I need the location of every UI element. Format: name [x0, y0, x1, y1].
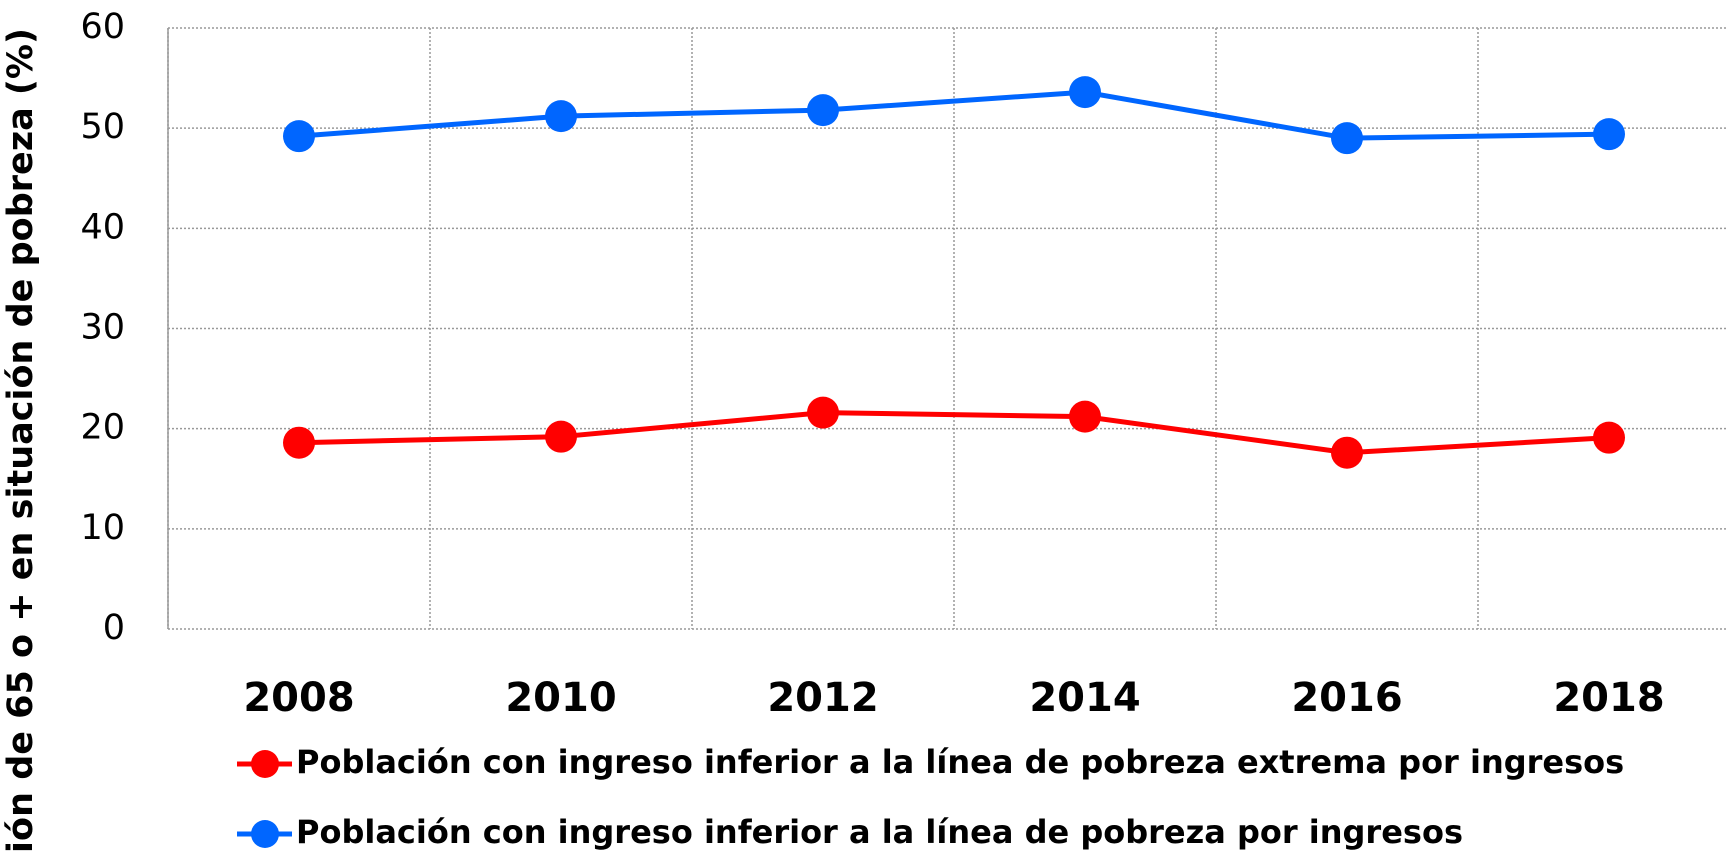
- data-point: [1331, 436, 1363, 469]
- data-point: [1069, 400, 1101, 433]
- x-tick-label: 2012: [767, 675, 878, 721]
- legend-label: Población con ingreso inferior a la líne…: [296, 813, 1463, 851]
- data-point: [1331, 122, 1363, 155]
- y-tick-label: 10: [80, 508, 125, 548]
- legend-label: Población con ingreso inferior a la líne…: [296, 743, 1624, 781]
- x-tick-label: 2008: [243, 675, 354, 721]
- x-tick-label: 2018: [1553, 675, 1664, 721]
- y-tick-label: 60: [80, 7, 125, 47]
- x-tick-label: 2010: [505, 675, 616, 721]
- data-point: [283, 426, 315, 459]
- x-tick-label: 2014: [1029, 675, 1140, 721]
- x-tick-label: 2016: [1291, 675, 1402, 721]
- data-point: [283, 120, 315, 153]
- data-point: [807, 396, 839, 429]
- data-point: [545, 420, 577, 453]
- y-tick-label: 20: [80, 408, 125, 448]
- data-point: [807, 94, 839, 127]
- y-tick-label: 40: [80, 207, 125, 247]
- data-point: [1069, 76, 1101, 109]
- y-tick-label: 0: [103, 608, 125, 648]
- data-point: [545, 100, 577, 133]
- legend-swatch-marker: [251, 820, 279, 848]
- series-line: [298, 89, 1610, 141]
- data-point: [1593, 421, 1625, 454]
- y-tick-label: 30: [80, 308, 125, 348]
- series-line: [298, 410, 1610, 456]
- data-point: [1593, 118, 1625, 151]
- y-axis-label: ión de 65 o + en situación de pobreza (%…: [1, 28, 41, 853]
- legend-swatch-marker: [251, 750, 279, 778]
- y-tick-label: 50: [80, 107, 125, 147]
